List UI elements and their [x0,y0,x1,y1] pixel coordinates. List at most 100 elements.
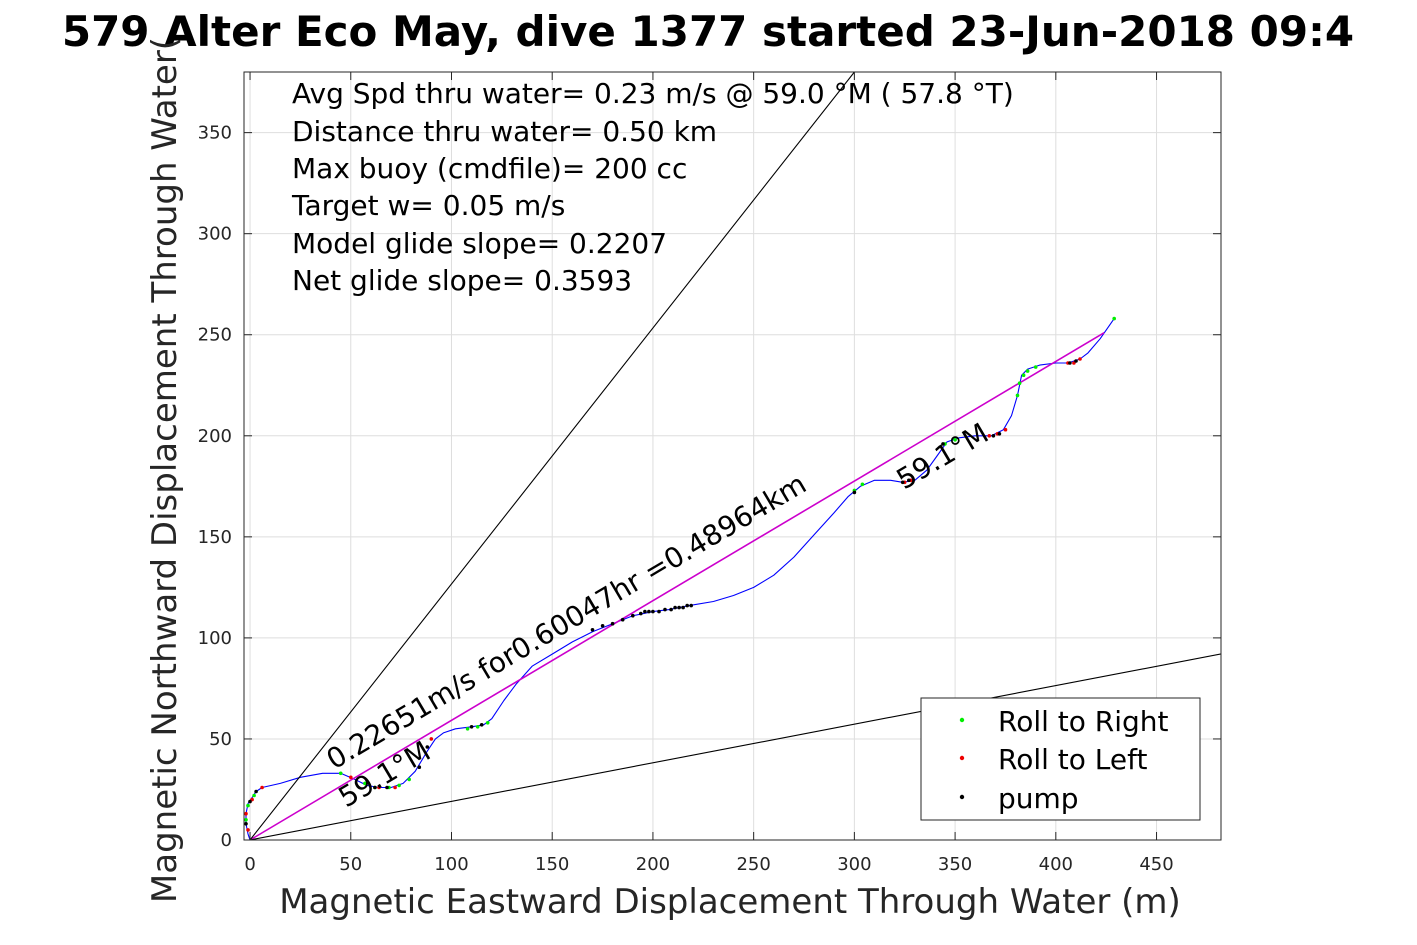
axis-ticks: 0 50 100 150 200 250 300 350 400 450 0 50 100 150 200 2… [198,72,1221,875]
pump-marker [663,607,667,612]
pump-marker [991,434,996,438]
y-tick-label: 150 [198,527,232,548]
pump-marker [681,605,685,610]
x-axis-label: Magnetic Eastward Displacement Through W… [279,882,1181,922]
pump-marker [689,603,693,608]
pump-marker [669,607,673,612]
legend-label-pump: pump [998,782,1079,815]
pump-marker [639,611,643,616]
reference-line-upper [249,72,855,840]
pump-marker [254,789,258,794]
y-tick-label: 50 [209,729,232,750]
annotation-max-buoy: Max buoy (cmdfile)= 200 cc [292,152,687,185]
marker-layer [244,316,1116,832]
roll-left-marker [244,811,248,816]
roll-right-marker [465,727,470,731]
x-tick-label: 50 [339,854,362,875]
plot-frame [243,71,1222,841]
roll-left-marker [1003,427,1008,432]
x-tick-label: 0 [244,854,255,875]
pump-marker [685,603,689,608]
roll-left-marker [393,785,397,790]
pump-marker [907,478,911,483]
pump-marker [610,621,615,626]
annotation-target-w: Target w= 0.05 m/s [291,189,565,222]
roll-left-marker [429,737,434,741]
roll-right-marker [1015,393,1020,398]
legend-box [920,697,1201,821]
roll-left-marker [260,785,264,790]
roll-right-marker [860,482,865,487]
roll-right-marker [1025,369,1030,373]
roll-right-marker [363,781,367,786]
y-tick-label: 350 [198,123,232,144]
roll-left-marker [246,828,250,832]
y-axis-label: Magnetic Northward Displacement Through … [145,37,185,903]
x-tick-label: 400 [1039,854,1073,875]
legend-marker-pump [959,794,965,800]
roll-right-marker [1021,373,1026,378]
pump-marker [657,609,661,614]
pump-marker [997,432,1002,436]
x-tick-label: 100 [434,854,468,875]
pump-marker [647,609,651,614]
legend-marker-roll-left [959,755,965,761]
x-tick-label: 200 [636,854,670,875]
roll-right-marker [338,771,343,776]
pump-marker [248,799,252,804]
pump-marker [373,785,377,790]
pump-marker [479,723,484,727]
chart-title: 579 Alter Eco May, dive 1377 started 23-… [62,7,1354,56]
pump-marker [385,785,389,790]
stats-annotations: Avg Spd thru water= 0.23 m/s @ 59.0 °M (… [291,77,1014,297]
y-tick-label: 100 [198,628,232,649]
roll-right-marker [397,783,401,788]
roll-right-marker [953,438,957,442]
legend-marker-roll-right [959,717,965,723]
pump-marker [417,765,422,769]
roll-right-marker [244,818,248,822]
x-tick-label: 450 [1139,854,1173,875]
pump-marker [244,822,248,826]
legend-label-roll-right: Roll to Right [998,705,1169,738]
roll-right-marker [252,793,256,798]
pump-marker [643,609,647,614]
roll-right-marker [485,721,490,725]
pump-marker [651,609,655,614]
roll-left-marker [1078,357,1082,361]
y-tick-label: 200 [198,426,232,447]
pump-marker [852,490,857,495]
roll-right-marker [246,803,250,808]
pump-marker [900,480,905,485]
heading-line [249,332,1105,840]
y-tick-label: 300 [198,224,232,245]
roll-right-marker [407,777,412,782]
pump-marker [469,725,474,729]
roll-right-marker [1112,316,1116,321]
pump-marker [590,628,595,632]
pump-marker [1068,361,1072,365]
x-tick-label: 150 [535,854,569,875]
x-tick-label: 300 [837,854,871,875]
y-tick-label: 0 [221,830,232,851]
annotation-distance: Distance thru water= 0.50 km [292,115,717,148]
pump-marker [1074,359,1078,363]
x-tick-label: 350 [938,854,972,875]
pump-marker [620,617,625,622]
pump-marker [677,605,681,610]
roll-right-marker [475,725,480,729]
roll-left-marker [377,785,381,790]
pump-marker [600,624,605,628]
pump-marker [425,745,430,749]
x-tick-label: 250 [736,854,770,875]
roll-left-marker [987,434,992,438]
annotation-avg-speed: Avg Spd thru water= 0.23 m/s @ 59.0 °M (… [292,77,1014,110]
roll-left-marker [349,775,353,780]
pump-marker [941,442,945,446]
roll-right-marker [1017,381,1022,386]
y-tick-label: 250 [198,325,232,346]
reference-line-lower [249,653,1221,840]
pump-marker [631,613,635,618]
legend: Roll to Right Roll to Left pump [920,697,1201,821]
